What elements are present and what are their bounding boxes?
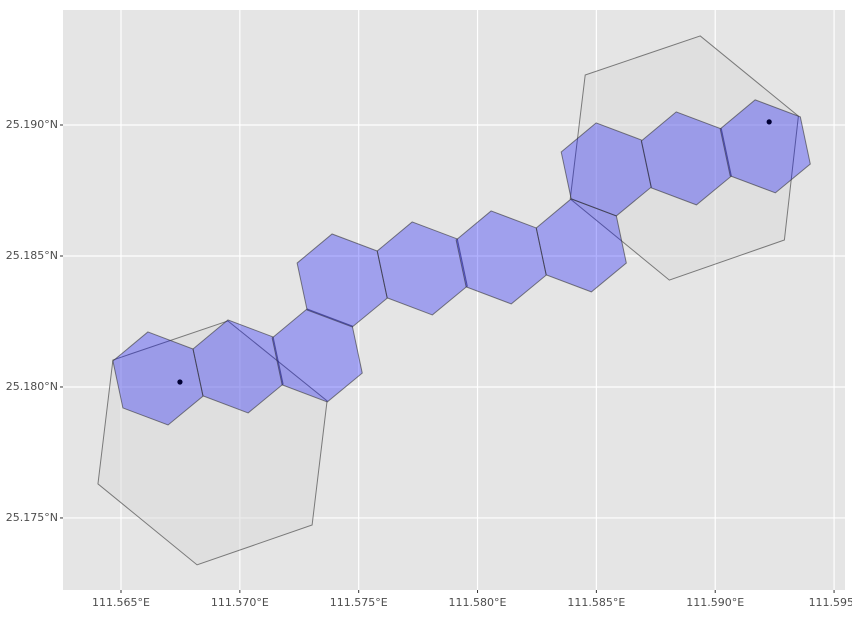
x-tick-label: 111.575°E [330,596,388,609]
x-tick-label: 111.595° [809,596,852,609]
area-polygon [97,320,328,566]
hex-cell [719,99,811,194]
y-tick-label: 25.180°N [6,380,58,393]
area-polygon [569,35,799,281]
y-tick-label: 25.175°N [6,511,58,524]
hex-cell [376,221,468,316]
point [766,119,772,125]
x-tick-label: 111.580°E [449,596,507,609]
point [177,379,183,385]
x-tick-label: 111.565°E [92,596,150,609]
y-tick-label: 25.185°N [6,249,58,262]
x-tick-label: 111.590°E [686,596,744,609]
x-tick-label: 111.570°E [211,596,269,609]
hex-cell [192,319,284,414]
x-tick-label: 111.585°E [567,596,625,609]
y-tick-label: 25.190°N [6,118,58,131]
